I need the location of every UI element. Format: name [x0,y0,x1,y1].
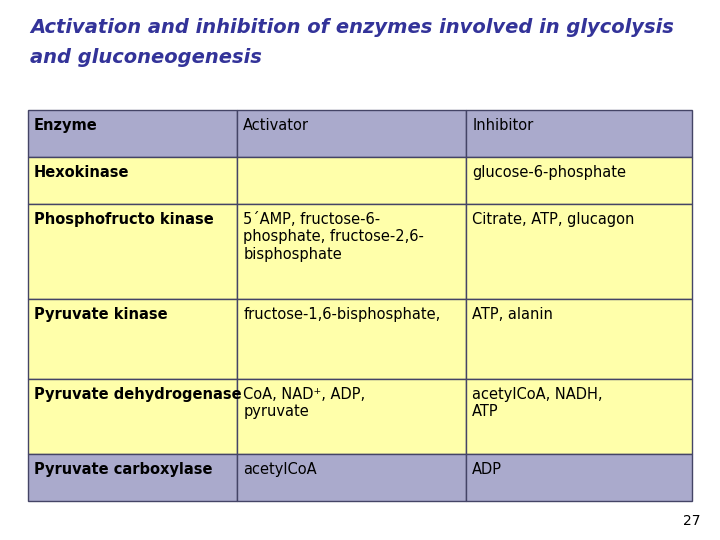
Text: Pyruvate kinase: Pyruvate kinase [34,307,168,322]
Bar [467,157,692,204]
Text: Pyruvate carboxylase: Pyruvate carboxylase [34,462,212,477]
Bar [237,454,467,501]
Bar [467,204,692,299]
Text: Pyruvate dehydrogenase: Pyruvate dehydrogenase [34,387,242,402]
Text: Hexokinase: Hexokinase [34,165,130,180]
Text: ATP, alanin: ATP, alanin [472,307,553,322]
Bar [28,454,237,501]
Text: Inhibitor: Inhibitor [472,118,534,133]
Text: acetylCoA, NADH,
ATP: acetylCoA, NADH, ATP [472,387,603,420]
Bar [237,379,467,454]
Bar [28,204,237,299]
Text: Phosphofructo kinase: Phosphofructo kinase [34,212,214,227]
Text: 27: 27 [683,514,700,528]
Bar [28,110,237,157]
Bar [467,454,692,501]
Text: 5´AMP, fructose-6-
phosphate, fructose-2,6-
bisphosphate: 5´AMP, fructose-6- phosphate, fructose-2… [243,212,424,262]
Text: Activation and inhibition of enzymes involved in glycolysis: Activation and inhibition of enzymes inv… [30,18,674,37]
Text: Activator: Activator [243,118,309,133]
Bar [28,157,237,204]
Bar [467,379,692,454]
Bar [467,110,692,157]
Text: ADP: ADP [472,462,503,477]
Text: fructose-1,6-bisphosphate,: fructose-1,6-bisphosphate, [243,307,441,322]
Text: Enzyme: Enzyme [34,118,98,133]
Bar [237,299,467,379]
Bar [28,299,237,379]
Bar [28,379,237,454]
Bar [237,204,467,299]
Text: and gluconeogenesis: and gluconeogenesis [30,48,262,67]
Text: glucose-6-phosphate: glucose-6-phosphate [472,165,626,180]
Bar [237,110,467,157]
Text: acetylCoA: acetylCoA [243,462,317,477]
Text: CoA, NAD⁺, ADP,
pyruvate: CoA, NAD⁺, ADP, pyruvate [243,387,365,420]
Bar [467,299,692,379]
Text: Citrate, ATP, glucagon: Citrate, ATP, glucagon [472,212,634,227]
Bar [237,157,467,204]
